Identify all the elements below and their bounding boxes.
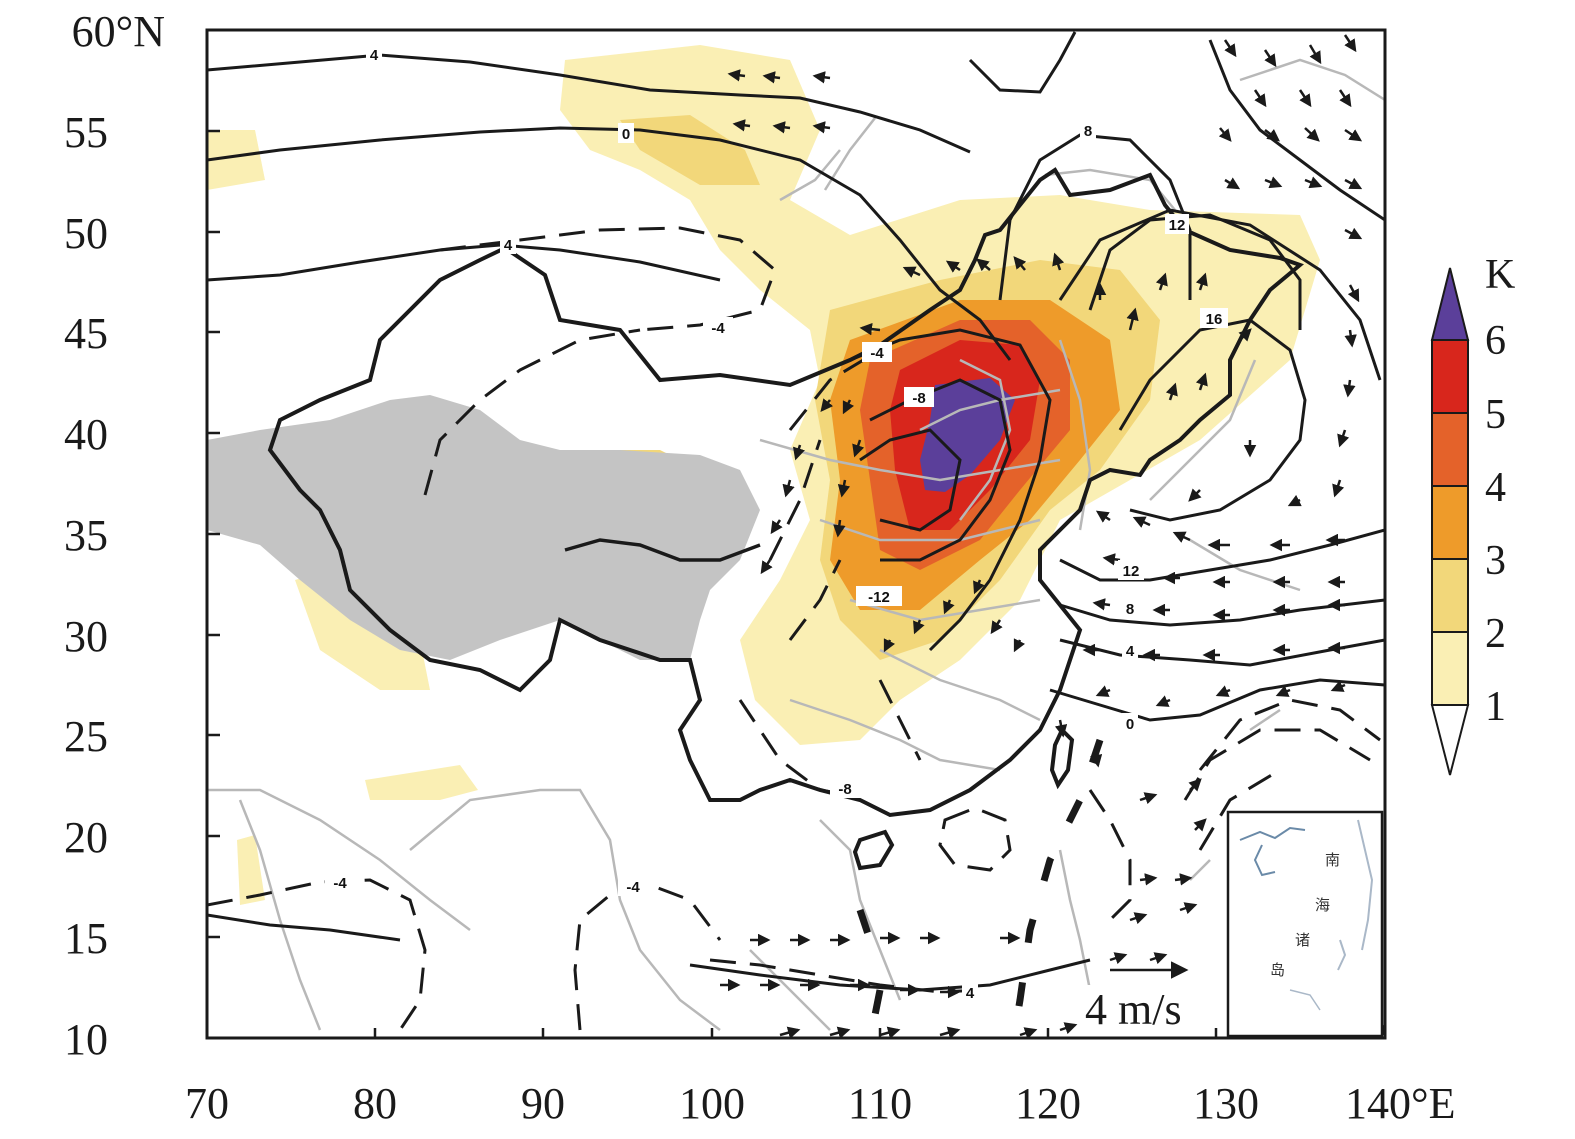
inset-char: 海 xyxy=(1315,896,1330,914)
x-tick-label: 120 xyxy=(1015,1079,1081,1128)
y-tick-label: 30 xyxy=(64,612,108,661)
colorbar-label: 2 xyxy=(1485,611,1506,657)
contour-label: -4 xyxy=(703,317,733,337)
svg-text:12: 12 xyxy=(1169,217,1186,234)
contour-label: 4 xyxy=(962,982,978,1002)
y-axis-labels: 60°N 55 50 45 40 35 30 25 20 15 10 xyxy=(64,7,165,1064)
x-tick-label: 110 xyxy=(848,1079,912,1128)
contour-label: -12 xyxy=(856,586,902,606)
contour-labels: 4 0 8 12 16 12 8 4 0 -4 -8 -12 -8 -4 -4 … xyxy=(325,44,1228,1002)
grey-boundaries xyxy=(207,58,1385,1031)
contour-label: 16 xyxy=(1200,308,1228,328)
colorbar-label: 5 xyxy=(1485,392,1506,438)
shade-level-1-left xyxy=(237,835,265,905)
x-axis-labels: 70 80 90 100 110 120 130 140°E xyxy=(185,1079,1455,1128)
svg-text:4: 4 xyxy=(504,237,513,254)
contour-label: 0 xyxy=(1122,713,1138,733)
svg-text:-4: -4 xyxy=(626,879,640,896)
colorbar-top-triangle xyxy=(1430,267,1470,341)
colorbar-segment xyxy=(1431,558,1469,633)
svg-text:-4: -4 xyxy=(870,345,884,362)
svg-text:4: 4 xyxy=(370,47,379,64)
svg-text:0: 0 xyxy=(1126,716,1134,733)
svg-text:4: 4 xyxy=(966,985,975,1002)
south-china-sea-inset: 南 海 诸 岛 xyxy=(1226,810,1384,1038)
colorbar-label: 6 xyxy=(1485,318,1506,364)
contour-label: -4 xyxy=(862,342,892,362)
x-tick-label: 140°E xyxy=(1345,1079,1455,1128)
contour-label: -8 xyxy=(830,778,860,798)
contour-label: 0 xyxy=(618,123,634,143)
y-tick-label: 15 xyxy=(64,914,108,963)
y-tick-label: 45 xyxy=(64,309,108,358)
axis-ticks xyxy=(205,28,1387,1040)
x-tick-label: 130 xyxy=(1193,1079,1259,1128)
colorbar-segment xyxy=(1431,485,1469,560)
hainan-island xyxy=(852,829,895,871)
thick-dash-line xyxy=(856,738,1104,1031)
contour-label: -8 xyxy=(904,387,934,407)
tibetan-plateau-mask xyxy=(207,395,760,660)
y-tick-label: 35 xyxy=(64,511,108,560)
svg-text:-12: -12 xyxy=(868,589,890,606)
solid-contours xyxy=(207,31,1385,992)
y-tick-label: 50 xyxy=(64,209,108,258)
y-tick-label: 55 xyxy=(64,108,108,157)
y-tick-label: 25 xyxy=(64,712,108,761)
inset-char: 岛 xyxy=(1270,961,1285,979)
x-tick-label: 100 xyxy=(679,1079,745,1128)
svg-text:-8: -8 xyxy=(838,781,851,798)
svg-text:8: 8 xyxy=(1126,601,1134,618)
y-tick-label: 10 xyxy=(64,1015,108,1064)
svg-text:-4: -4 xyxy=(333,875,347,892)
y-tick-label: 20 xyxy=(64,813,108,862)
contour-label: 12 xyxy=(1165,214,1189,234)
contour-label: -4 xyxy=(325,872,355,892)
colorbar-label: 4 xyxy=(1485,465,1506,511)
inset-char: 诸 xyxy=(1295,931,1310,949)
x-tick-label: 90 xyxy=(521,1079,565,1128)
colorbar-segment xyxy=(1431,339,1469,414)
colorbar: K 6 5 4 3 2 1 xyxy=(1430,252,1515,776)
x-tick-label: 80 xyxy=(353,1079,397,1128)
contour-label: 4 xyxy=(1122,640,1138,660)
svg-text:8: 8 xyxy=(1084,123,1092,140)
colorbar-segment xyxy=(1431,412,1469,487)
y-tick-label: 60°N xyxy=(72,7,165,56)
colorbar-bottom-triangle xyxy=(1430,704,1470,776)
colorbar-label: 3 xyxy=(1485,538,1506,584)
shade-level-1-south xyxy=(365,765,478,800)
yellow-river-segment xyxy=(564,538,761,562)
wind-vectors xyxy=(720,34,1385,1038)
svg-text:4: 4 xyxy=(1126,643,1135,660)
svg-text:-4: -4 xyxy=(711,320,725,337)
vector-scale-label: 4 m/s xyxy=(1085,985,1182,1034)
contour-label: 4 xyxy=(500,234,516,254)
vector-scale: 4 m/s xyxy=(1080,961,1205,1034)
taiwan-island xyxy=(1049,726,1075,790)
contour-label: 8 xyxy=(1122,598,1138,618)
svg-text:16: 16 xyxy=(1206,311,1223,328)
inset-char: 南 xyxy=(1325,851,1340,869)
shade-level-6 xyxy=(920,378,1015,492)
y-tick-label: 40 xyxy=(64,410,108,459)
shade-level-1-west xyxy=(207,130,265,190)
contour-label: 12 xyxy=(1118,560,1144,580)
svg-text:-8: -8 xyxy=(912,390,925,407)
contour-label: 8 xyxy=(1080,120,1096,140)
contour-label: 4 xyxy=(366,44,382,64)
contour-label: -4 xyxy=(618,876,648,896)
colorbar-unit: K xyxy=(1485,252,1515,298)
svg-text:12: 12 xyxy=(1123,563,1140,580)
colorbar-segment xyxy=(1431,631,1469,706)
svg-text:0: 0 xyxy=(622,126,630,143)
x-tick-label: 70 xyxy=(185,1079,229,1128)
plot-area: 4 0 8 12 16 12 8 4 0 -4 -8 -12 -8 -4 -4 … xyxy=(207,31,1385,1038)
colorbar-label: 1 xyxy=(1485,684,1506,730)
